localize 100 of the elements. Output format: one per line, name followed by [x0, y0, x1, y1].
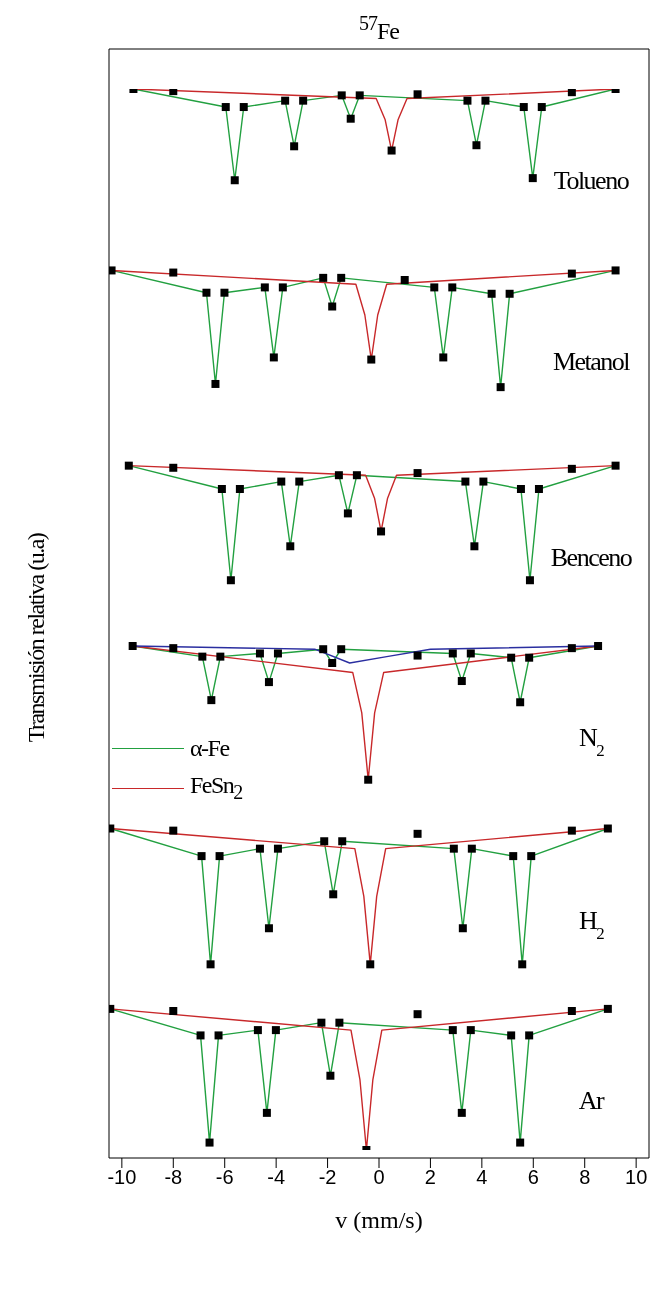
x-tick-label: -10	[107, 1166, 137, 1189]
point	[364, 775, 373, 784]
point	[169, 644, 178, 653]
point	[470, 542, 479, 551]
point	[328, 302, 337, 311]
point	[487, 289, 496, 298]
annotation: H$_{2}$	[578, 905, 605, 943]
point	[430, 283, 439, 292]
point	[169, 826, 178, 835]
point	[124, 461, 133, 470]
point	[205, 1138, 214, 1147]
point	[198, 652, 207, 661]
point	[214, 1031, 223, 1040]
point	[197, 852, 206, 861]
point	[206, 960, 215, 969]
point	[457, 1108, 466, 1117]
point	[534, 485, 543, 493]
point	[466, 1026, 475, 1035]
point	[346, 114, 355, 123]
point	[320, 837, 329, 846]
point	[377, 527, 386, 536]
point	[169, 89, 178, 96]
point	[457, 677, 466, 686]
point	[525, 653, 534, 662]
point	[413, 651, 422, 660]
annotation: Benceno	[550, 542, 633, 572]
point	[255, 844, 264, 853]
annotation: Tolueno	[553, 166, 630, 195]
point	[611, 266, 620, 275]
point	[567, 464, 576, 473]
point	[527, 852, 536, 861]
point	[387, 146, 396, 155]
point	[211, 379, 220, 388]
point	[221, 103, 230, 112]
point	[335, 1018, 344, 1027]
point	[519, 103, 528, 112]
point	[169, 268, 178, 277]
x-tick-label: -6	[215, 1166, 234, 1189]
point	[528, 174, 537, 183]
point	[281, 96, 290, 105]
x-tick-label: 4	[476, 1166, 488, 1189]
x-tick-label: 8	[579, 1166, 591, 1189]
point	[481, 96, 490, 105]
point	[516, 698, 525, 707]
point	[516, 485, 525, 493]
point	[220, 288, 229, 297]
point	[567, 1007, 576, 1016]
x-tick-label: -4	[267, 1166, 286, 1189]
point	[505, 289, 514, 298]
point	[299, 96, 308, 105]
point	[235, 485, 244, 493]
point	[337, 273, 346, 282]
point	[273, 649, 282, 658]
point	[169, 463, 178, 472]
point	[260, 283, 269, 292]
point	[461, 477, 470, 486]
point	[338, 837, 347, 846]
point	[366, 960, 375, 969]
point	[603, 824, 612, 833]
point	[567, 89, 576, 97]
point	[226, 576, 235, 585]
point	[319, 645, 328, 654]
point	[413, 469, 422, 478]
point	[448, 649, 457, 658]
point	[400, 275, 409, 284]
x-tick-label: 6	[527, 1166, 539, 1189]
point	[537, 103, 546, 112]
point	[217, 485, 226, 493]
point	[239, 103, 248, 112]
point	[413, 90, 422, 99]
point	[507, 1031, 516, 1040]
point	[328, 659, 337, 667]
point	[516, 1138, 525, 1147]
point	[255, 649, 264, 658]
point	[367, 355, 376, 364]
point	[611, 461, 620, 470]
point	[278, 283, 287, 292]
point	[479, 477, 488, 486]
x-tick-label: -2	[318, 1166, 337, 1189]
point	[496, 383, 505, 392]
point	[337, 91, 346, 100]
point	[109, 266, 116, 275]
point	[567, 269, 576, 278]
point	[264, 924, 273, 933]
point	[253, 1026, 262, 1035]
point	[525, 576, 534, 585]
point	[603, 1004, 612, 1013]
chart-title: $^{57}$Fe	[358, 12, 400, 45]
point	[196, 1031, 205, 1040]
point	[264, 678, 273, 687]
point	[352, 471, 361, 480]
point	[458, 924, 467, 933]
point	[567, 826, 576, 835]
x-tick-label: 2	[424, 1166, 436, 1189]
point	[449, 844, 458, 853]
point	[277, 477, 286, 486]
point	[326, 1071, 335, 1080]
point	[271, 1026, 280, 1035]
point	[216, 652, 225, 661]
point	[337, 645, 346, 654]
